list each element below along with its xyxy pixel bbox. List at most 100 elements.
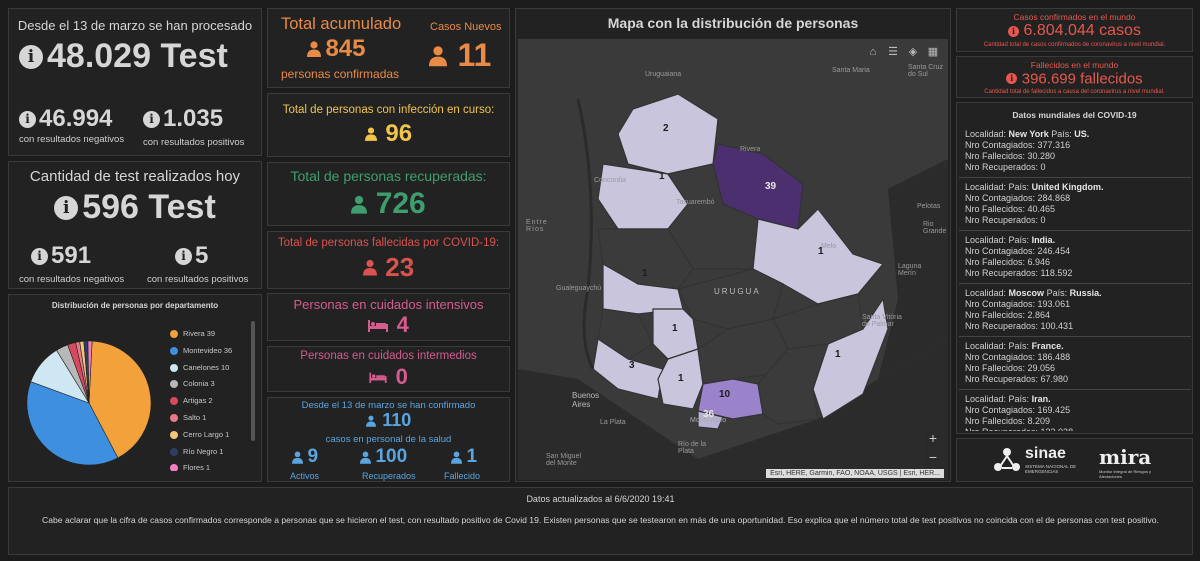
- world-deaths-title: Fallecidos en el mundo: [1030, 60, 1119, 70]
- legend-scrollbar[interactable]: [251, 321, 255, 441]
- legend-item[interactable]: Canelones 10: [170, 363, 229, 372]
- legend-item[interactable]: Artigas 2: [170, 396, 213, 406]
- zoom-in-button[interactable]: +: [924, 429, 942, 447]
- layers-icon[interactable]: ◈: [908, 46, 918, 58]
- health-recovered: 100: [360, 446, 407, 468]
- world-item-stat: Nro Fallecidos: 8.209: [965, 416, 1051, 426]
- world-item-stat: Nro Fallecidos: 6.946: [965, 257, 1051, 267]
- total-acumulado-label: personas confirmadas: [281, 67, 400, 81]
- legend-item[interactable]: Colonia 3: [170, 379, 215, 389]
- city-name: Moscow: [1008, 288, 1045, 298]
- tests-positives: i 1.035: [143, 105, 223, 133]
- recovered-panel: Total de personas recuperadas: 726: [267, 162, 510, 226]
- map-count-label: 1: [818, 246, 824, 257]
- total-acumulado-value: 845: [325, 35, 366, 62]
- world-item-location: Localidad: País: India.: [965, 235, 1185, 246]
- map-attribution[interactable]: Esri, HERE, Garmin, FAO, NOAA, USGS | Es…: [766, 469, 944, 478]
- legend-swatch: [170, 447, 178, 456]
- legend-swatch: [170, 464, 178, 472]
- legend-swatch: [170, 346, 178, 355]
- footer-note: Cabe aclarar que la cifra de casos confi…: [42, 515, 1159, 525]
- world-item-stat: Nro Recuperados: 0: [965, 162, 1046, 172]
- country-name: France.: [1031, 341, 1064, 351]
- world-list-panel: Datos mundiales del COVID-19 Localidad: …: [956, 102, 1193, 434]
- legend-item[interactable]: Montevideo 36: [170, 346, 232, 355]
- country-label: País:: [1008, 341, 1032, 351]
- map-place-label: Gualeguaychú: [556, 285, 602, 292]
- department-montevideo[interactable]: [697, 410, 724, 430]
- department-lavalleja[interactable]: [757, 343, 829, 425]
- pie-slice-rivera[interactable]: [88, 340, 152, 459]
- map-place-label: San Miguel del Monte: [546, 453, 582, 467]
- person-icon: [364, 127, 377, 141]
- world-list-item[interactable]: Localidad: Moscow País: Russia. Nro Conta…: [959, 284, 1191, 337]
- legend-item[interactable]: Cerro Largo 1: [170, 430, 229, 439]
- deceased-title: Total de personas fallecidas por COVID-1…: [277, 237, 500, 249]
- health-deceased-value: 1: [466, 446, 478, 467]
- map-place-label: Montevideo: [690, 417, 727, 424]
- world-list-title: Datos mundiales del COVID-19: [1012, 110, 1137, 120]
- map-view[interactable]: Uruguaiana Santa Maria Santa Cruz do Sul…: [518, 39, 948, 480]
- intermediate-value: 0: [395, 364, 408, 389]
- country-label: País:: [1048, 129, 1075, 139]
- tests-today-panel: Cantidad de test realizados hoy i 596 Tes…: [8, 161, 262, 289]
- legend-item[interactable]: Salto 1: [170, 413, 206, 423]
- list-icon[interactable]: ☰: [888, 46, 898, 58]
- tests-today-title: Cantidad de test realizados hoy: [29, 168, 241, 185]
- health-recovered-label: Recuperados: [362, 471, 416, 481]
- person-icon: [360, 451, 371, 464]
- location-label: Localidad:: [965, 394, 1009, 404]
- pie-slice-montevideo[interactable]: [26, 381, 119, 466]
- footer-updated: Datos actualizados al 6/6/2020 19:41: [526, 494, 675, 504]
- tests-negatives: i 46.994: [19, 105, 112, 133]
- map-title: Mapa con la distribución de personas: [607, 15, 859, 31]
- person-icon: [451, 451, 462, 464]
- pie-slice-flores[interactable]: [87, 340, 93, 404]
- city-name: New York: [1008, 129, 1049, 139]
- today-negatives: i 591: [31, 242, 91, 270]
- intermediate-value-row: 0: [268, 364, 509, 390]
- legend-label: Artigas 2: [183, 396, 213, 406]
- world-confirmed-value: 6.804.044 casos: [1023, 22, 1141, 39]
- legend-item[interactable]: Rivera 39: [170, 329, 215, 339]
- location-label: Localidad:: [965, 341, 1009, 351]
- map-place-label: Entre Ríos: [526, 219, 548, 233]
- world-list-item[interactable]: Localidad: País: United Kingdom. Nro Cont…: [959, 178, 1191, 231]
- tests-today-value: 596 Test: [82, 188, 216, 226]
- department-pie-chart: [26, 340, 152, 466]
- location-label: Localidad:: [965, 235, 1009, 245]
- zoom-out-button[interactable]: −: [924, 448, 942, 466]
- basemap-gallery-icon[interactable]: ▦: [927, 46, 939, 58]
- world-item-stat: Nro Contagiados: 193.061: [965, 299, 1071, 309]
- health-active: 9: [292, 446, 318, 468]
- health-staff-title: Desde el 13 de marzo se han confirmado: [301, 400, 476, 411]
- country-label: País:: [1008, 235, 1032, 245]
- world-item-location: Localidad: País: United Kingdom.: [965, 182, 1185, 193]
- department-rocha[interactable]: [812, 297, 889, 420]
- legend-item[interactable]: Río Negro 1: [170, 447, 223, 456]
- sinae-wordmark: sinae: [1025, 445, 1066, 462]
- home-icon[interactable]: ⌂: [869, 46, 877, 58]
- department-soriano[interactable]: [597, 308, 654, 360]
- today-negatives-label: con resultados negativos: [19, 274, 125, 285]
- active-title: Total de personas con infección en curso…: [282, 104, 495, 116]
- sinae-icon: [994, 448, 1020, 471]
- person-icon: [292, 451, 303, 464]
- map-count-label: 1: [678, 373, 684, 384]
- active-panel: Total de personas con infección en curso…: [267, 93, 510, 157]
- world-list-item[interactable]: Localidad: País: France. Nro Contagiados:…: [959, 337, 1191, 390]
- location-label: Localidad:: [965, 129, 1009, 139]
- total-acumulado-title: Total acumulado: [281, 15, 402, 33]
- deceased-value: 23: [385, 252, 415, 282]
- world-list-item[interactable]: Localidad: País: India. Nro Contagiados: …: [959, 231, 1191, 284]
- department-artigas[interactable]: [617, 93, 719, 175]
- world-list-item[interactable]: Localidad: New York País: US. Nro Contagi…: [959, 125, 1191, 178]
- legend-label: Canelones 10: [183, 362, 230, 372]
- legend-item[interactable]: Flores 1: [170, 463, 210, 472]
- info-icon: i: [54, 195, 79, 220]
- world-item-stat: Nro Fallecidos: 40.465: [965, 204, 1056, 214]
- world-list[interactable]: Localidad: New York País: US. Nro Contagi…: [959, 125, 1191, 431]
- icu-panel: Personas en cuidados intensivos 4: [267, 293, 510, 341]
- world-list-item[interactable]: Localidad: País: Iran. Nro Contagiados: 1…: [959, 390, 1191, 431]
- country-name: Russia.: [1069, 288, 1102, 298]
